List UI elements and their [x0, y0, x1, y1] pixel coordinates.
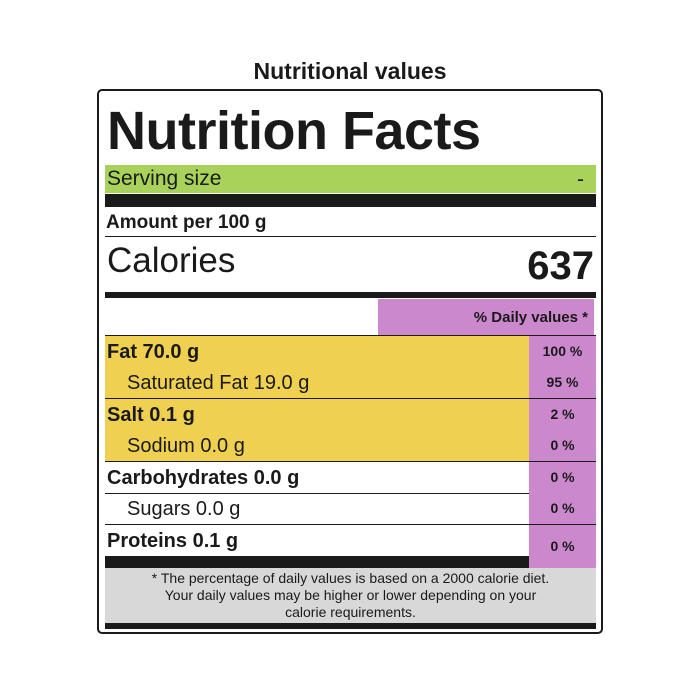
nutrient-name: Sugars 0.0 g [127, 498, 241, 520]
page-title: Nutritional values [253, 58, 447, 84]
nutrient-daily-value: 2 % [529, 399, 596, 430]
nutrient-daily-value: 0 % [529, 525, 596, 568]
serving-size-label: Serving size [107, 167, 222, 190]
nutrient-name: Carbohydrates 0.0 g [107, 467, 300, 489]
nutrient-name: Fat 70.0 g [107, 341, 200, 363]
nutrient-daily-value: 0 % [529, 462, 596, 493]
serving-size-row: Serving size - [105, 165, 596, 193]
nutrient-row-salt: Salt 0.1 g 2 % [105, 399, 596, 431]
row-divider [105, 493, 596, 494]
nutrient-row-carbohydrates: Carbohydrates 0.0 g 0 % [105, 462, 596, 494]
nutrient-row-fat: Fat 70.0 g 100 % [105, 336, 596, 368]
row-divider [105, 524, 596, 525]
amount-per-label: Amount per 100 g [106, 212, 267, 233]
footnote-text: * The percentage of daily values is base… [151, 570, 550, 620]
nutrient-row-sodium: Sodium 0.0 g 0 % [105, 430, 596, 462]
thin-divider [105, 335, 596, 336]
thin-divider [105, 236, 596, 237]
thick-divider [105, 194, 596, 207]
serving-size-value: - [577, 168, 584, 191]
daily-values-header: % Daily values * [378, 299, 594, 335]
nutrient-daily-value: 0 % [529, 430, 596, 461]
nutrition-label-inner: Nutrition Facts Serving size - Amount pe… [105, 91, 596, 632]
nutrient-daily-value: 100 % [529, 336, 596, 367]
nutrition-label: Nutrition Facts Serving size - Amount pe… [97, 89, 603, 634]
bottom-divider [105, 623, 596, 629]
nutrient-name: Saturated Fat 19.0 g [127, 372, 310, 394]
nutrition-facts-title: Nutrition Facts [107, 101, 481, 161]
row-divider [105, 398, 596, 399]
nutrient-row-saturated-fat: Saturated Fat 19.0 g 95 % [105, 367, 596, 399]
nutrient-daily-value: 0 % [529, 493, 596, 524]
medium-divider [105, 292, 596, 298]
nutrient-name: Sodium 0.0 g [127, 435, 245, 457]
nutrient-row-sugars: Sugars 0.0 g 0 % [105, 493, 596, 525]
row-divider [105, 461, 596, 462]
nutrient-name: Proteins 0.1 g [107, 530, 239, 552]
nutrient-name: Salt 0.1 g [107, 404, 195, 426]
calories-label: Calories [107, 241, 236, 280]
nutrient-daily-value: 95 % [529, 367, 596, 398]
calories-value: 637 [527, 244, 594, 288]
thick-divider [105, 556, 529, 568]
daily-values-footnote: * The percentage of daily values is base… [105, 568, 596, 623]
nutrient-row-proteins: Proteins 0.1 g 0 % [105, 525, 596, 568]
